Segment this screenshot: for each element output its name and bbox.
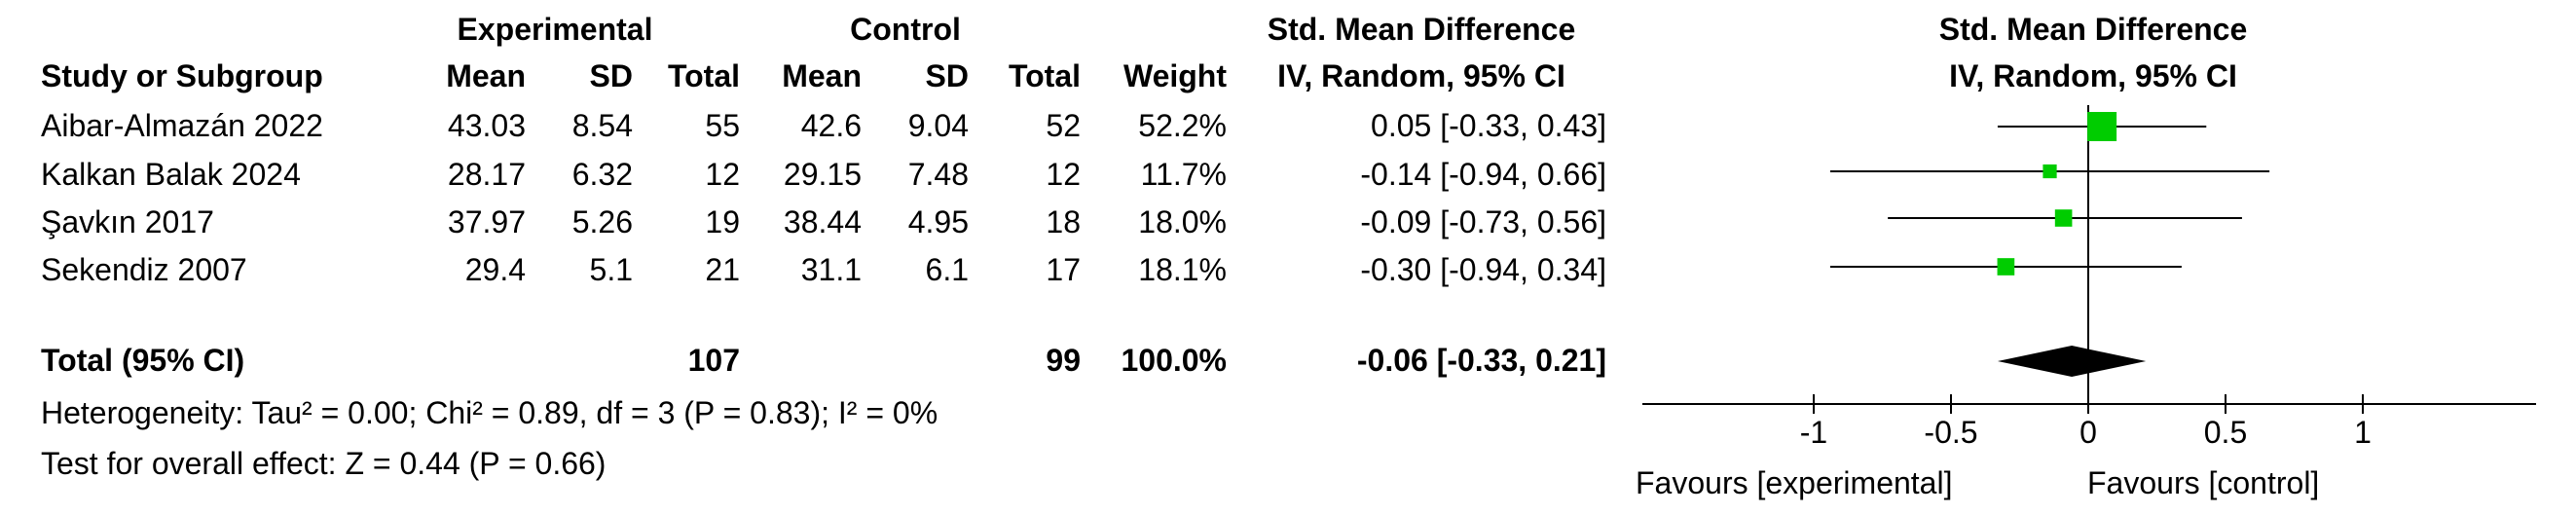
study-name: Kalkan Balak 2024 bbox=[41, 157, 301, 192]
total-c-sum: 99 bbox=[1046, 343, 1081, 378]
ci-cell: -0.30 [-0.94, 0.34] bbox=[1360, 252, 1606, 287]
control-group-header: Control bbox=[850, 12, 961, 47]
x-tick-label: 0 bbox=[2079, 415, 2097, 450]
mean-c-header: Mean bbox=[782, 58, 862, 93]
ci-cell: 0.05 [-0.33, 0.43] bbox=[1371, 108, 1606, 143]
overall-effect-text: Test for overall effect: Z = 0.44 (P = 0… bbox=[41, 446, 607, 481]
sd-e-cell: 6.32 bbox=[571, 157, 633, 192]
weight-cell: 52.2% bbox=[1138, 108, 1227, 143]
favours-experimental-label: Favours [experimental] bbox=[1636, 465, 1953, 500]
sd-c-cell: 7.48 bbox=[907, 157, 969, 192]
mean-c-cell: 31.1 bbox=[800, 252, 862, 287]
study-marker bbox=[1997, 258, 2015, 276]
total-c-cell: 18 bbox=[1046, 204, 1081, 239]
study-name: Şavkın 2017 bbox=[41, 204, 214, 239]
study-header: Study or Subgroup bbox=[41, 58, 323, 93]
total-c-cell: 52 bbox=[1046, 108, 1081, 143]
weight-cell: 18.1% bbox=[1138, 252, 1227, 287]
sd-e-cell: 5.1 bbox=[589, 252, 633, 287]
total-e-sum: 107 bbox=[687, 343, 740, 378]
experimental-group-header: Experimental bbox=[457, 12, 653, 47]
sd-c-cell: 9.04 bbox=[907, 108, 969, 143]
total-label: Total (95% CI) bbox=[41, 343, 245, 378]
x-tick-label: -0.5 bbox=[1924, 415, 1977, 450]
study-marker bbox=[2042, 164, 2057, 179]
ci-cell: -0.14 [-0.94, 0.66] bbox=[1360, 157, 1606, 192]
mean-e-cell: 28.17 bbox=[447, 157, 526, 192]
total-c-header: Total bbox=[1008, 58, 1081, 93]
mean-e-header: Mean bbox=[446, 58, 526, 93]
heterogeneity-text: Heterogeneity: Tau² = 0.00; Chi² = 0.89,… bbox=[41, 395, 938, 430]
total-ci: -0.06 [-0.33, 0.21] bbox=[1356, 343, 1606, 378]
mean-c-cell: 42.6 bbox=[800, 108, 862, 143]
x-tick-label: 1 bbox=[2354, 415, 2372, 450]
sd-e-cell: 8.54 bbox=[571, 108, 633, 143]
study-name: Sekendiz 2007 bbox=[41, 252, 247, 287]
plot-method-header: IV, Random, 95% CI bbox=[1949, 58, 2237, 93]
total-c-cell: 12 bbox=[1046, 157, 1081, 192]
smd-method-header: IV, Random, 95% CI bbox=[1277, 58, 1565, 93]
sd-c-cell: 4.95 bbox=[907, 204, 969, 239]
total-e-cell: 12 bbox=[705, 157, 740, 192]
favours-control-label: Favours [control] bbox=[2087, 465, 2320, 500]
mean-e-cell: 43.03 bbox=[447, 108, 526, 143]
sd-c-cell: 6.1 bbox=[925, 252, 969, 287]
x-tick-label: -1 bbox=[1800, 415, 1827, 450]
sd-e-cell: 5.26 bbox=[571, 204, 633, 239]
ci-cell: -0.09 [-0.73, 0.56] bbox=[1360, 204, 1606, 239]
sd-c-header: SD bbox=[925, 58, 969, 93]
mean-c-cell: 29.15 bbox=[783, 157, 862, 192]
total-e-cell: 21 bbox=[705, 252, 740, 287]
overall-diamond bbox=[1997, 346, 2147, 377]
plot-title: Std. Mean Difference bbox=[1938, 12, 2248, 47]
sd-e-header: SD bbox=[589, 58, 633, 93]
total-e-cell: 19 bbox=[705, 204, 740, 239]
study-name: Aibar-Almazán 2022 bbox=[41, 108, 323, 143]
mean-e-cell: 29.4 bbox=[464, 252, 526, 287]
study-marker bbox=[2087, 112, 2117, 141]
total-c-cell: 17 bbox=[1046, 252, 1081, 287]
weight-header: Weight bbox=[1122, 58, 1227, 93]
mean-e-cell: 37.97 bbox=[447, 204, 526, 239]
x-tick-label: 0.5 bbox=[2204, 415, 2247, 450]
study-marker bbox=[2054, 209, 2073, 227]
total-weight: 100.0% bbox=[1121, 343, 1227, 378]
total-e-header: Total bbox=[667, 58, 740, 93]
weight-cell: 18.0% bbox=[1138, 204, 1227, 239]
smd-column-title: Std. Mean Difference bbox=[1267, 12, 1576, 47]
weight-cell: 11.7% bbox=[1140, 157, 1227, 192]
total-e-cell: 55 bbox=[705, 108, 740, 143]
mean-c-cell: 38.44 bbox=[783, 204, 862, 239]
